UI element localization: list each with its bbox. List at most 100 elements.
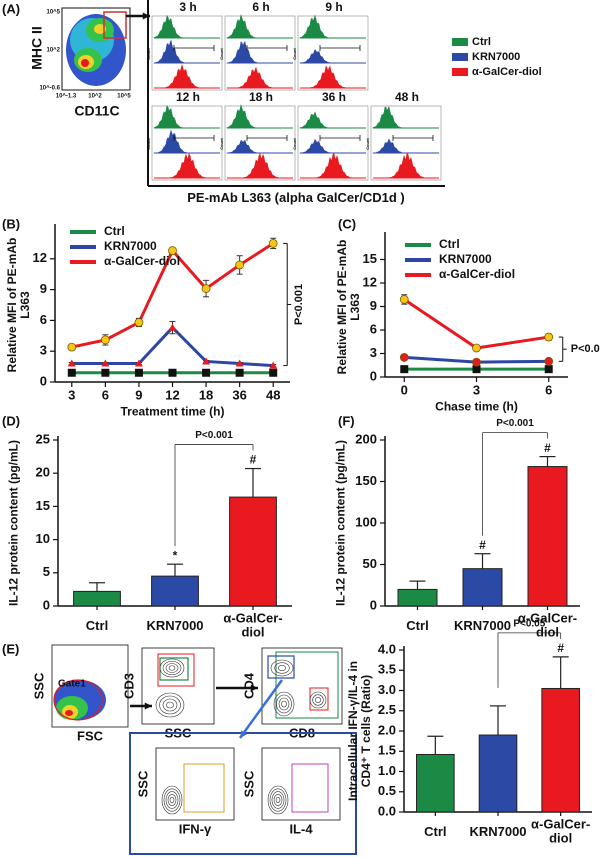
density-blob	[81, 59, 89, 67]
y-tick-label: 4.0	[378, 641, 396, 656]
y-tick-label: 12	[33, 250, 47, 265]
tick-label: 10^-1.3	[56, 94, 77, 100]
marker	[134, 318, 144, 327]
marker	[544, 365, 553, 374]
gate-label: Gate1	[58, 679, 86, 690]
y-tick-label: 3	[370, 345, 377, 360]
density-blob	[65, 710, 73, 716]
contour	[270, 659, 294, 677]
count-label: Count	[292, 48, 297, 60]
marker	[472, 357, 481, 367]
y-tick-label: 0	[40, 373, 47, 388]
significance-mark: #	[479, 538, 486, 552]
annotation: P<0.001	[293, 284, 305, 325]
y-axis-title: IL-12 protein content (pg/mL)	[6, 440, 21, 606]
marker	[544, 356, 554, 366]
marker	[269, 361, 278, 369]
marker	[101, 368, 110, 377]
marker	[168, 323, 177, 331]
x-tick-label: 0	[401, 382, 408, 397]
flow-plot-frame	[261, 647, 343, 725]
marker	[472, 343, 481, 353]
x-tick-label: 6	[102, 387, 109, 402]
contour	[161, 785, 183, 815]
count-label: Count	[292, 138, 297, 150]
panel-label: (C)	[338, 216, 356, 231]
legend-label: α-GalCer-diol	[472, 66, 542, 78]
tick-label: 10^5	[117, 94, 131, 100]
time-label: 36 h	[322, 90, 346, 104]
marker	[67, 359, 76, 367]
marker	[67, 368, 76, 377]
tick-label: 10^2	[88, 94, 102, 100]
density-blob	[94, 24, 106, 34]
x-axis-title: Chase time (h)	[435, 399, 518, 414]
y-tick-label: 50	[363, 556, 377, 571]
time-label: 18 h	[249, 90, 273, 104]
contour	[169, 796, 175, 804]
x-tick-label: 18	[199, 387, 213, 402]
contour	[273, 794, 283, 806]
y-tick-label: 15	[363, 251, 377, 266]
contour	[155, 692, 185, 718]
marker	[202, 357, 211, 365]
marker	[235, 359, 244, 367]
contour	[165, 663, 179, 673]
y-tick-label: 100	[355, 514, 377, 529]
y-axis-title: Relative MFI of PE-mAb L363	[4, 237, 32, 373]
y-tick-label: 10	[36, 531, 50, 546]
gate	[103, 11, 127, 39]
y-tick-label: 0.0	[378, 803, 396, 818]
series-line	[403, 298, 549, 350]
marker	[235, 368, 244, 377]
x-tick-label: Ctrl	[85, 617, 109, 633]
contour	[274, 662, 290, 674]
legend-label: KRN7000	[104, 239, 157, 253]
axis-title: CD3	[121, 673, 136, 699]
bar	[462, 568, 503, 607]
axis-title: IL-4	[289, 821, 313, 836]
y-tick-label: 200	[355, 431, 377, 446]
x-tick-label: α-GalCer-diol	[223, 610, 283, 640]
annotation: P<0.001	[195, 430, 233, 441]
tick-label: 10^2	[46, 48, 60, 54]
count-label: Count	[365, 138, 370, 150]
axis-title: CD11C	[74, 103, 119, 119]
marker	[168, 368, 177, 377]
panel-label: (E)	[2, 641, 19, 656]
x-axis-title: Treatment time (h)	[120, 404, 225, 419]
panel-label: (A)	[2, 1, 20, 16]
y-tick-label: 2.0	[378, 722, 396, 737]
significance-mark: #	[250, 453, 257, 467]
axis-title: CD4	[241, 672, 256, 699]
marker	[544, 332, 554, 342]
time-label: 9 h	[325, 0, 342, 14]
axis-title: IFN-γ	[179, 821, 212, 836]
legend-label: α-GalCer-diol	[439, 267, 515, 281]
annotation: P<0.05	[513, 619, 545, 630]
count-label: Count	[146, 138, 151, 150]
x-tick-label: Ctrl	[424, 823, 447, 839]
axis-title: SSC	[135, 770, 150, 797]
time-label: 3 h	[179, 0, 196, 14]
y-tick-label: 0	[43, 597, 50, 612]
contour	[165, 791, 179, 809]
contour	[166, 701, 174, 709]
y-tick-label: 0	[370, 368, 377, 383]
time-label: 6 h	[252, 0, 269, 14]
x-tick-label: Ctrl	[406, 617, 429, 633]
x-tick-label: KRN7000	[453, 617, 512, 633]
count-label: Count	[146, 48, 151, 60]
panel-label: (D)	[2, 413, 20, 428]
legend-label: Ctrl	[104, 224, 125, 238]
y-tick-label: 15	[36, 498, 50, 513]
marker	[472, 365, 481, 374]
gate	[291, 763, 329, 813]
contour	[162, 660, 182, 676]
contour	[278, 697, 290, 711]
annotation: P<0.001	[571, 343, 600, 355]
contour	[267, 785, 289, 815]
panel-label: (B)	[2, 216, 20, 231]
bar	[527, 466, 568, 607]
